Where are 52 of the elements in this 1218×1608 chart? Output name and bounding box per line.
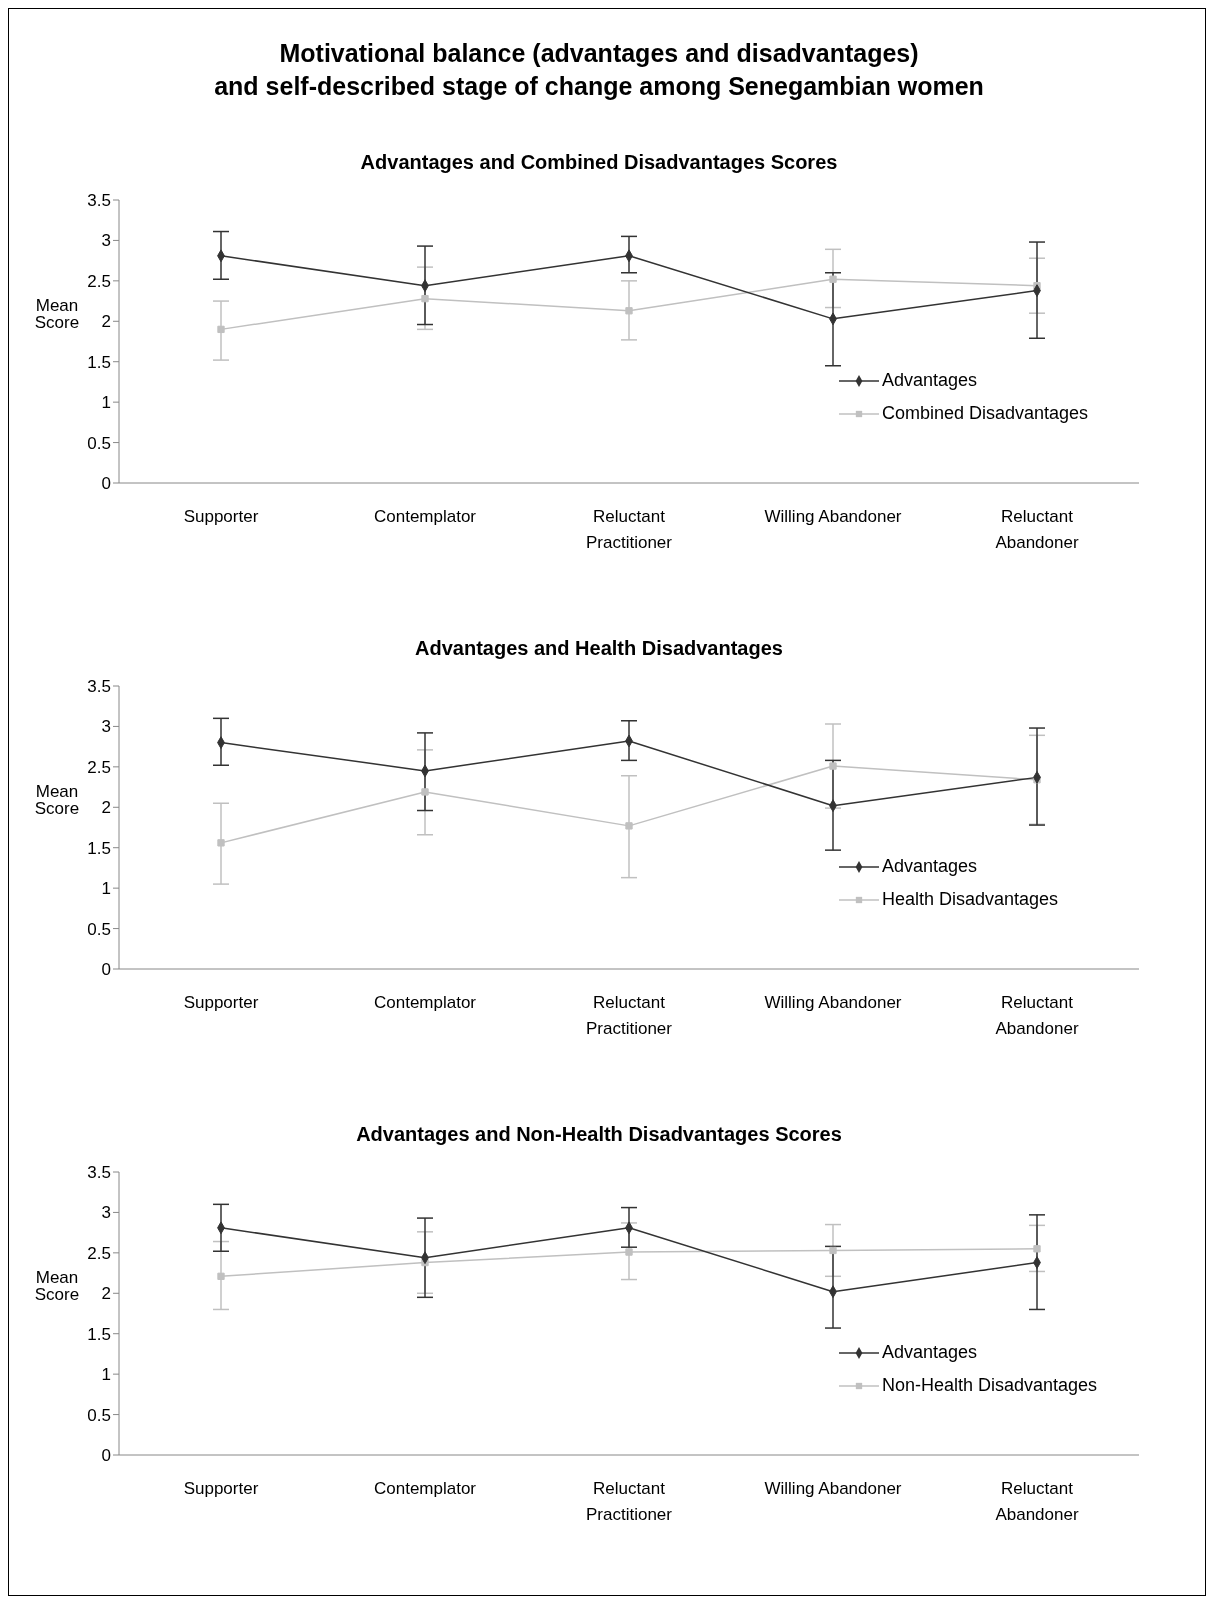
chart-subtitle: Advantages and Combined Disadvantages Scores <box>359 150 839 174</box>
y-tick-label: 1.5 <box>87 838 111 858</box>
y-tick-label: 0 <box>101 1446 111 1466</box>
chart-subtitle: Advantages and Non-Health Disadvantages Scores <box>355 1122 843 1146</box>
chart-title: Motivational balance (advantages and disadvantages) and self-described stage of change among Senegambian women <box>214 39 984 100</box>
y-tick-label: 2.5 <box>87 271 111 291</box>
y-tick-label: 2 <box>101 798 111 818</box>
y-tick-label: 2 <box>101 312 111 332</box>
x-tick-label: Contemplator <box>373 1479 477 1498</box>
y-tick-label: 3.5 <box>87 1163 111 1183</box>
x-tick-label: Willing Abandoner <box>764 993 902 1012</box>
y-tick-label: 3 <box>101 1203 111 1223</box>
x-tick-label: Reluctant Abandoner <box>995 1479 1079 1525</box>
legend-label: Health Disadvantages <box>882 889 1059 910</box>
chart-subtitle: Advantages and Health Disadvantages <box>414 636 784 660</box>
y-tick-label: 0 <box>101 960 111 980</box>
x-tick-label: Reluctant Abandoner <box>995 993 1079 1039</box>
x-tick-label: Willing Abandoner <box>764 1479 902 1498</box>
y-tick-label: 2.5 <box>87 757 111 777</box>
x-tick-label: Contemplator <box>373 993 477 1012</box>
y-tick-label: 3.5 <box>87 677 111 697</box>
y-tick-label: 1 <box>101 1365 111 1385</box>
y-axis-title: Mean Score <box>34 295 80 332</box>
x-tick-label: Contemplator <box>373 507 477 526</box>
y-tick-label: 2 <box>101 1284 111 1304</box>
y-tick-label: 1 <box>101 393 111 413</box>
y-tick-label: 3.5 <box>87 191 111 211</box>
x-tick-label: Willing Abandoner <box>764 507 902 526</box>
legend-label: Advantages <box>882 1342 978 1363</box>
legend-label: Advantages <box>882 856 978 877</box>
y-axis-title: Mean Score <box>34 781 80 818</box>
legend-label: Non-Health Disadvantages <box>882 1375 1098 1396</box>
y-tick-label: 1.5 <box>87 352 111 372</box>
x-tick-label: Reluctant Practitioner <box>586 993 673 1039</box>
x-tick-label: Reluctant Practitioner <box>586 507 673 553</box>
y-tick-label: 1.5 <box>87 1324 111 1344</box>
y-tick-label: 3 <box>101 231 111 251</box>
y-tick-label: 2.5 <box>87 1243 111 1263</box>
y-tick-label: 0.5 <box>87 1405 111 1425</box>
legend-label: Advantages <box>882 370 978 391</box>
y-tick-label: 1 <box>101 879 111 899</box>
x-tick-label: Supporter <box>183 507 259 526</box>
x-tick-label: Reluctant Practitioner <box>586 1479 673 1525</box>
x-tick-label: Supporter <box>183 993 259 1012</box>
y-tick-label: 3 <box>101 717 111 737</box>
y-tick-label: 0.5 <box>87 433 111 453</box>
x-tick-label: Reluctant Abandoner <box>995 507 1079 553</box>
y-tick-label: 0 <box>101 474 111 494</box>
x-tick-label: Supporter <box>183 1479 259 1498</box>
y-tick-label: 0.5 <box>87 919 111 939</box>
legend-label: Combined Disadvantages <box>882 403 1089 424</box>
y-axis-title: Mean Score <box>34 1267 80 1304</box>
